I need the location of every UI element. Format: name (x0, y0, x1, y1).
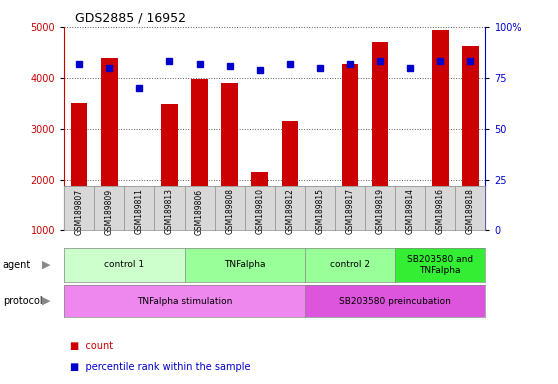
Text: control 2: control 2 (330, 260, 370, 270)
Bar (282, 121, 298, 230)
Text: GSM189808: GSM189808 (225, 189, 234, 235)
Text: GSM189817: GSM189817 (345, 189, 354, 235)
Text: GSM189813: GSM189813 (165, 189, 174, 235)
Text: GSM189811: GSM189811 (135, 189, 144, 234)
Bar (462, 46, 479, 230)
Bar (252, 172, 268, 230)
Bar (372, 42, 388, 230)
Text: protocol: protocol (3, 296, 42, 306)
Text: TNFalpha: TNFalpha (224, 260, 266, 270)
Bar (341, 63, 358, 230)
Text: GSM189806: GSM189806 (195, 189, 204, 235)
Text: GSM189810: GSM189810 (255, 189, 264, 235)
Text: GSM189816: GSM189816 (436, 189, 445, 235)
Text: GSM189814: GSM189814 (406, 189, 415, 235)
Text: ■  count: ■ count (70, 341, 113, 351)
Text: GSM189807: GSM189807 (75, 189, 84, 235)
Text: agent: agent (3, 260, 31, 270)
Text: GSM189809: GSM189809 (105, 189, 114, 235)
Text: ▶: ▶ (41, 296, 50, 306)
Bar (71, 103, 88, 230)
Text: GSM189812: GSM189812 (285, 189, 295, 234)
Bar (432, 30, 449, 230)
Bar (101, 58, 118, 230)
Text: SB203580 and
TNFalpha: SB203580 and TNFalpha (407, 255, 473, 275)
Text: SB203580 preincubation: SB203580 preincubation (339, 296, 451, 306)
Bar (402, 188, 418, 230)
Text: GSM189818: GSM189818 (466, 189, 475, 234)
Text: ▶: ▶ (41, 260, 50, 270)
Text: TNFalpha stimulation: TNFalpha stimulation (137, 296, 232, 306)
Text: GSM189819: GSM189819 (376, 189, 384, 235)
Bar (191, 79, 208, 230)
Text: ■  percentile rank within the sample: ■ percentile rank within the sample (70, 362, 250, 372)
Bar (222, 83, 238, 230)
Bar (312, 195, 328, 230)
Text: GDS2885 / 16952: GDS2885 / 16952 (75, 12, 186, 25)
Text: control 1: control 1 (104, 260, 145, 270)
Bar (161, 104, 178, 230)
Text: GSM189815: GSM189815 (315, 189, 324, 235)
Bar (131, 227, 148, 230)
